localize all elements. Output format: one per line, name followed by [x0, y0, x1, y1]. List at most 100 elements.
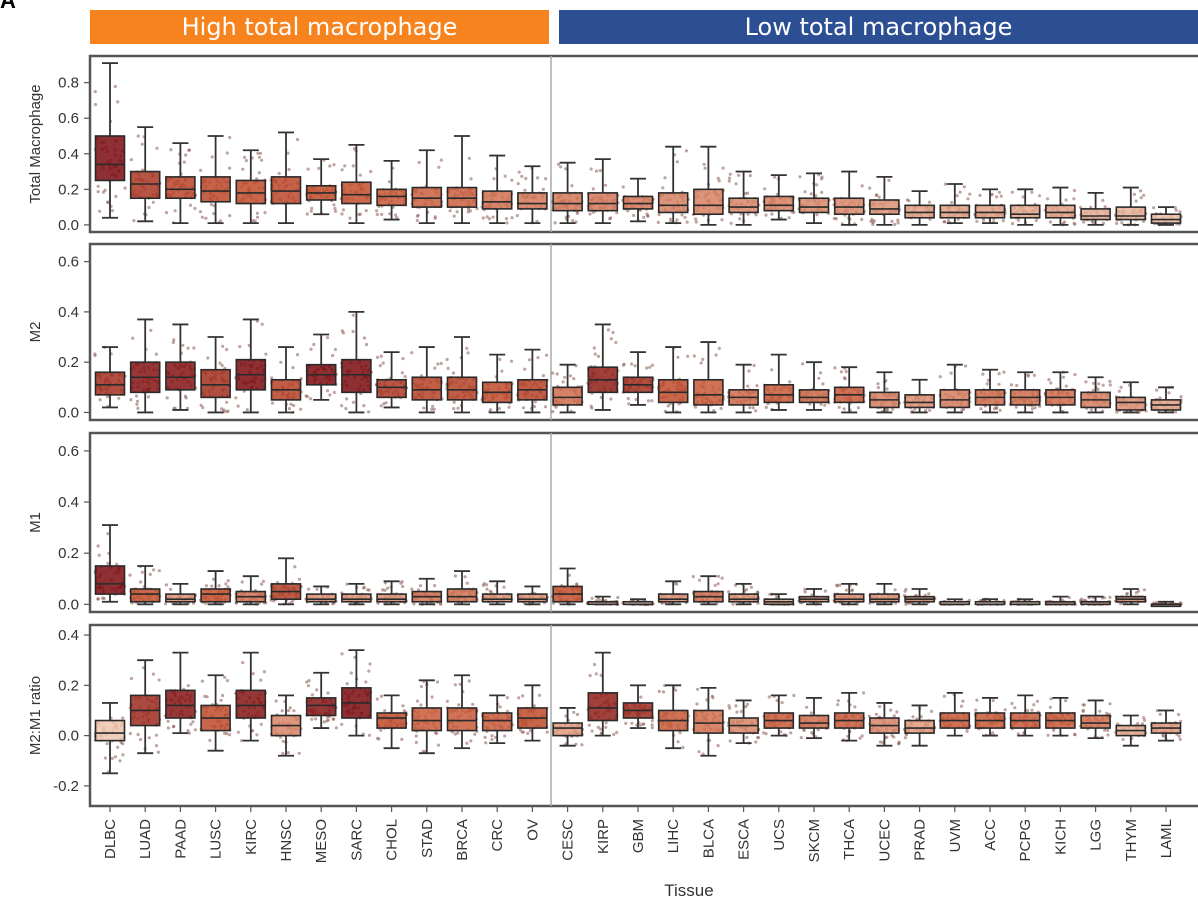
y-tick-label: 0.6 — [58, 110, 79, 127]
box-ucs — [762, 174, 796, 221]
data-point — [488, 408, 493, 412]
data-point — [818, 371, 823, 375]
data-point — [297, 577, 302, 581]
data-point — [823, 589, 828, 593]
box-body — [657, 593, 689, 603]
y-axis-label: M2 — [27, 322, 44, 343]
data-point — [1002, 370, 1006, 374]
data-point — [260, 158, 264, 162]
data-point — [433, 584, 437, 588]
data-point — [378, 364, 382, 368]
box-thym — [1114, 381, 1148, 414]
data-point — [832, 216, 837, 221]
data-point — [217, 584, 221, 588]
data-point — [717, 346, 721, 350]
data-point — [588, 212, 592, 216]
data-point — [843, 377, 847, 381]
data-point — [307, 587, 311, 591]
box-uvm — [939, 182, 972, 225]
data-point — [381, 588, 385, 592]
high-macrophage-group-label: High total macrophage — [90, 10, 549, 44]
data-point — [798, 175, 802, 179]
data-point — [154, 744, 159, 748]
box-body — [693, 378, 724, 406]
panel-letter: A — [0, 0, 16, 13]
data-point — [106, 561, 110, 566]
box-thca — [832, 366, 866, 414]
data-point — [340, 168, 344, 172]
data-point — [927, 200, 932, 204]
box-body — [94, 719, 126, 742]
box-esca — [727, 363, 759, 414]
data-point — [452, 214, 456, 218]
data-point — [820, 190, 824, 194]
data-point — [270, 401, 275, 405]
data-point — [186, 346, 190, 350]
data-point — [498, 357, 502, 361]
data-point — [211, 577, 216, 581]
box-body — [657, 378, 689, 404]
box-acc — [974, 368, 1007, 414]
data-point — [694, 220, 698, 224]
data-point — [555, 372, 559, 376]
data-point — [860, 217, 864, 221]
data-point — [1030, 190, 1034, 194]
data-point — [101, 596, 105, 600]
box-blca — [691, 145, 725, 226]
data-point — [291, 366, 295, 370]
data-point — [1061, 375, 1065, 379]
y-tick-label: 0.0 — [58, 596, 79, 613]
data-point — [277, 171, 281, 176]
box-lgg — [1080, 376, 1112, 414]
box-brca — [445, 336, 479, 414]
data-point — [523, 367, 527, 371]
box-body — [1115, 396, 1147, 411]
data-point — [837, 405, 841, 409]
data-point — [1048, 220, 1053, 224]
data-point — [364, 209, 368, 213]
data-point — [343, 164, 347, 168]
box-thca — [832, 582, 865, 606]
data-point — [381, 361, 385, 365]
data-point — [456, 406, 460, 410]
data-point — [154, 733, 158, 737]
data-point — [386, 586, 390, 590]
data-point — [491, 215, 495, 219]
box-body — [341, 358, 372, 394]
data-point — [814, 194, 818, 198]
box-gbm — [621, 177, 655, 223]
box-body — [200, 588, 231, 603]
box-ov — [516, 585, 550, 606]
data-point — [136, 134, 140, 138]
data-point — [593, 352, 597, 356]
data-point — [433, 366, 437, 370]
data-point — [521, 406, 526, 410]
data-point — [1142, 588, 1147, 592]
data-point — [1134, 199, 1138, 203]
data-point — [328, 164, 332, 168]
data-point — [379, 354, 383, 358]
data-point — [114, 194, 118, 198]
data-point — [1073, 222, 1077, 226]
box-cesc — [551, 161, 584, 225]
box-body — [481, 190, 513, 210]
data-point — [204, 216, 208, 220]
data-point — [876, 386, 881, 390]
data-point — [345, 397, 349, 401]
data-point — [315, 587, 319, 591]
data-point — [694, 217, 698, 221]
data-point — [632, 213, 636, 217]
data-point — [455, 210, 459, 214]
box-uvm — [938, 598, 972, 606]
data-point — [340, 329, 344, 333]
data-point — [860, 184, 864, 188]
data-point — [225, 347, 229, 352]
data-point — [596, 354, 601, 358]
data-point — [415, 218, 419, 223]
data-point — [927, 592, 931, 596]
box-body — [869, 593, 900, 603]
data-point — [524, 176, 528, 181]
data-point — [362, 336, 366, 340]
data-point — [384, 401, 388, 405]
data-point — [1101, 383, 1105, 387]
